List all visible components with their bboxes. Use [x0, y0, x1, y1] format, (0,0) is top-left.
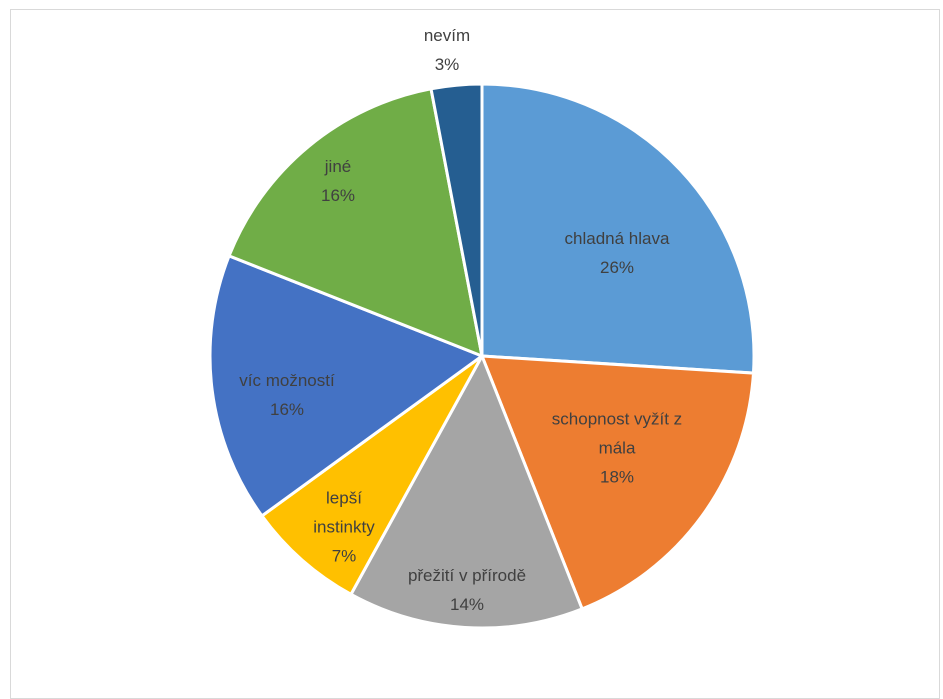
slice-percent-label: 16% — [270, 400, 304, 419]
slice-percent-label: 18% — [600, 467, 634, 486]
pie-slice — [348, 352, 585, 630]
slice-category-label: jiné — [324, 157, 351, 176]
slice-data-label: schopnost vyžít z mála 18% — [552, 409, 682, 486]
slice-percent-label: 7% — [332, 546, 357, 565]
slice-category-label: chladná hlava — [565, 229, 670, 248]
slice-category-label: nevím — [424, 26, 470, 45]
slice-data-label: přežití v přírodě 14% — [408, 566, 526, 614]
slice-data-label: lepší instinkty 7% — [313, 488, 375, 565]
slice-percent-label: 3% — [435, 55, 460, 74]
slice-category-label: lepší — [326, 488, 362, 507]
pie-slice — [259, 354, 484, 597]
slice-category-label: přežití v přírodě — [408, 566, 526, 585]
slice-percent-label: 14% — [450, 595, 484, 614]
slice-category-label: schopnost vyžít z — [552, 409, 682, 428]
slice-category-label: víc možností — [239, 371, 335, 390]
slice-data-label: víc možností 16% — [239, 371, 335, 419]
pie-slice — [227, 87, 484, 359]
pie-slice — [429, 82, 484, 357]
pie-slice — [208, 253, 486, 518]
slice-percent-label: 16% — [321, 186, 355, 205]
slice-percent-label: 26% — [600, 258, 634, 277]
pie-slice — [479, 354, 756, 611]
slice-category-label: mála — [599, 438, 636, 457]
slice-data-label: chladná hlava 26% — [565, 229, 670, 277]
slice-data-label: nevím 3% — [424, 26, 470, 74]
slice-data-label: jiné 16% — [321, 157, 355, 205]
slice-category-label: instinkty — [313, 517, 375, 536]
pie-slices — [208, 82, 756, 630]
pie-slice — [480, 82, 756, 375]
pie-data-labels: chladná hlava 26% schopnost vyžít z mála 18%… — [239, 26, 682, 614]
